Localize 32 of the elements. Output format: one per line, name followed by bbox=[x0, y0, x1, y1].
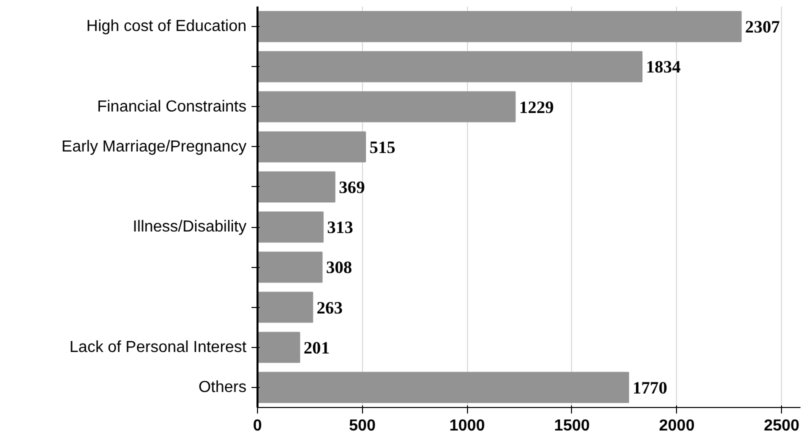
data-label: 263 bbox=[316, 298, 343, 318]
data-label: 515 bbox=[369, 138, 396, 157]
y-tick-label: Financial Constraints bbox=[97, 98, 247, 116]
y-tick-label: Others bbox=[198, 378, 246, 396]
x-tick-label: 1500 bbox=[554, 418, 590, 434]
y-tick-label: Illness/Disability bbox=[132, 218, 246, 236]
data-label: 1834 bbox=[646, 58, 681, 77]
bar bbox=[258, 91, 516, 122]
data-label: 1770 bbox=[632, 378, 668, 398]
y-tick-label: Early Marriage/Pregnancy bbox=[62, 138, 246, 156]
x-tick-label: 500 bbox=[348, 418, 376, 434]
data-label: 308 bbox=[326, 258, 352, 278]
data-label: 2307 bbox=[745, 18, 780, 37]
x-tick-label: 1000 bbox=[449, 418, 486, 434]
bar bbox=[258, 372, 630, 403]
data-label: 369 bbox=[338, 178, 366, 197]
x-tick-label: 0 bbox=[253, 418, 262, 434]
x-tick-label: 2000 bbox=[659, 418, 695, 434]
y-tick-label: High cost of Education bbox=[86, 18, 246, 36]
bar bbox=[258, 252, 323, 283]
bar bbox=[258, 292, 314, 323]
bar bbox=[258, 131, 366, 162]
x-tick-label: 2500 bbox=[764, 418, 800, 434]
bar bbox=[258, 332, 300, 363]
y-tick-label: Lack of Personal Interest bbox=[70, 338, 248, 356]
bar bbox=[258, 11, 742, 42]
bar bbox=[258, 171, 336, 202]
bar bbox=[258, 51, 643, 82]
data-label: 201 bbox=[304, 338, 330, 358]
data-label: 1229 bbox=[519, 98, 554, 117]
bar bbox=[258, 212, 324, 243]
data-label: 313 bbox=[327, 218, 354, 238]
